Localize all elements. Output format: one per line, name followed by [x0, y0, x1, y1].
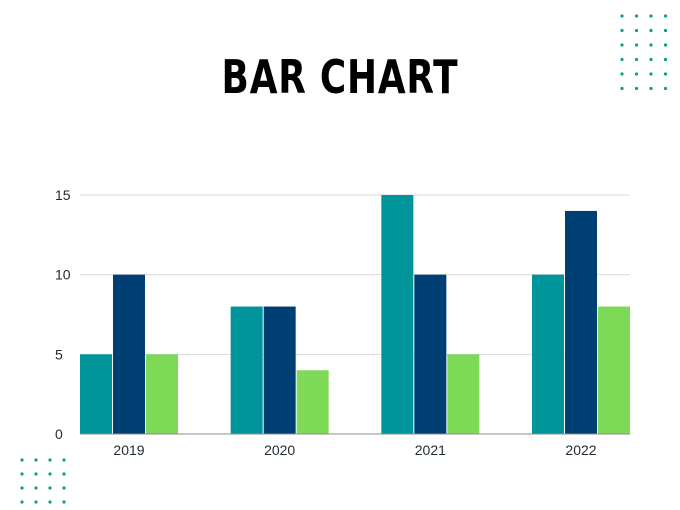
decor-dot: [663, 43, 668, 47]
decor-dot: [649, 72, 653, 76]
x-tick-label: 2019: [113, 442, 144, 458]
decor-dot: [620, 86, 624, 91]
dot-pattern-top-right: [620, 14, 668, 91]
decor-dot: [663, 28, 668, 33]
decor-dot: [634, 43, 639, 47]
bar-2021-series-3: [447, 354, 480, 434]
bar-2022-series-3: [598, 306, 630, 434]
chart-title: BAR CHART: [221, 50, 459, 104]
bar-2019-series-1: [80, 354, 112, 434]
decor-dot: [634, 28, 639, 33]
decor-dot: [48, 472, 52, 476]
bar-2021-series-2: [414, 274, 447, 434]
x-tick-label: 2022: [565, 442, 596, 458]
tick-labels: 0 5 10 15 2019 2020 2021 2022: [55, 187, 597, 458]
bar-2020-series-2: [263, 306, 296, 434]
decor-dot: [620, 43, 624, 47]
decor-dot: [649, 14, 653, 18]
bar-2020-series-1: [230, 306, 263, 434]
decor-dot: [663, 57, 668, 62]
bar-2022-series-1: [532, 274, 564, 434]
decor-dot: [48, 500, 52, 504]
decor-dot: [62, 486, 66, 490]
decor-dot: [649, 57, 653, 62]
decor-dot: [48, 458, 52, 462]
decor-dot: [34, 486, 38, 490]
decor-dot: [634, 86, 639, 91]
decor-dot: [62, 458, 66, 462]
decor-dot: [34, 458, 38, 462]
bar-2020-series-3: [296, 370, 329, 434]
decor-dot: [663, 86, 668, 91]
decor-dot: [663, 14, 668, 18]
bar-2019-series-3: [146, 354, 178, 434]
decor-dot: [62, 500, 66, 504]
dot-pattern-bottom-left: [20, 458, 66, 504]
bar-2019-series-2: [113, 274, 145, 434]
decor-dot: [620, 57, 624, 62]
decor-dot: [62, 472, 66, 476]
decor-dot: [620, 72, 624, 76]
decor-dot: [634, 72, 639, 76]
decor-dot: [634, 57, 639, 62]
y-tick-label: 0: [55, 426, 63, 442]
decor-dot: [649, 43, 653, 47]
decor-dot: [20, 472, 24, 476]
decor-dot: [620, 14, 624, 18]
x-tick-label: 2021: [415, 442, 446, 458]
decor-dot: [649, 86, 653, 91]
bar-2021-series-1: [381, 195, 414, 434]
y-tick-label: 15: [55, 187, 71, 203]
decor-dot: [20, 500, 24, 504]
decor-dot: [34, 500, 38, 504]
decor-dot: [48, 486, 52, 490]
y-tick-label: 5: [55, 346, 63, 362]
y-tick-label: 10: [55, 267, 71, 283]
decor-dot: [620, 28, 624, 33]
decor-dot: [649, 28, 653, 33]
decor-dot: [663, 72, 668, 76]
bars: [80, 195, 630, 434]
x-tick-label: 2020: [264, 442, 295, 458]
decor-dot: [634, 14, 639, 18]
bar-2022-series-2: [565, 210, 597, 434]
decor-dot: [20, 458, 24, 462]
decor-dot: [20, 486, 24, 490]
decor-dot: [34, 472, 38, 476]
